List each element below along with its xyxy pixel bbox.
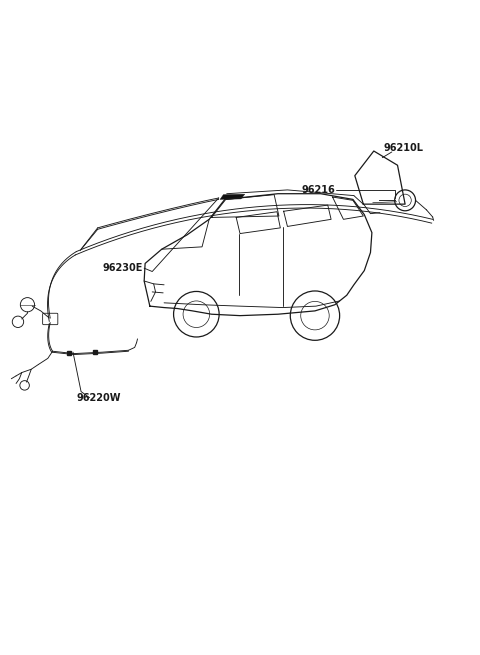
Text: 96210L: 96210L	[384, 143, 424, 153]
Polygon shape	[220, 194, 245, 199]
FancyBboxPatch shape	[43, 313, 58, 325]
Text: 96216: 96216	[301, 185, 335, 195]
Text: 96230E: 96230E	[103, 263, 143, 273]
Text: 96220W: 96220W	[76, 393, 121, 403]
